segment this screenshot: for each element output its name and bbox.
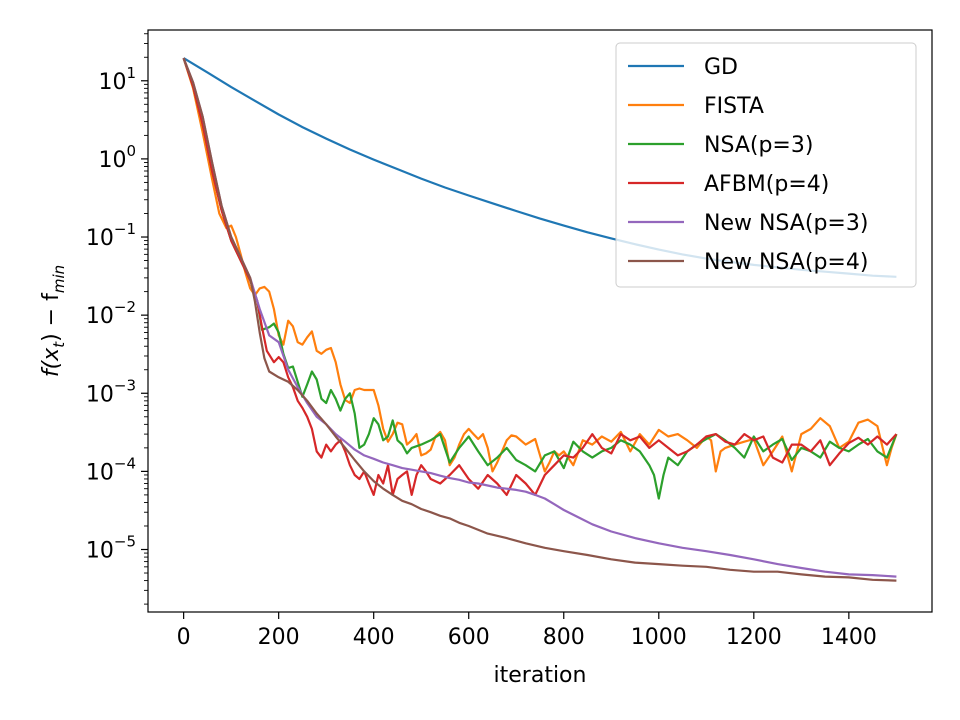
- y-label-sub-t: t: [50, 341, 68, 348]
- x-tick-label: 600: [448, 625, 490, 650]
- x-axis: 0 200 400 600 800 1000 1200 1400: [177, 612, 877, 650]
- y-tick-base: 10: [98, 148, 126, 173]
- legend: GD FISTA NSA(p=3) AFBM(p=4) New NSA(p=3) New …: [615, 42, 917, 288]
- series-line-new-nsa-p-4: [182, 57, 897, 582]
- y-label-main: f(x: [39, 347, 64, 377]
- y-tick-exponent: −1: [114, 220, 136, 238]
- y-tick-base: 10: [86, 460, 114, 485]
- y-tick-base: 10: [86, 382, 114, 407]
- legend-label-nsa-p-3: NSA(p=3): [704, 133, 813, 158]
- x-tick-label: 1400: [821, 625, 877, 650]
- legend-label-new-nsa-p-3: New NSA(p=3): [704, 211, 868, 236]
- series-layer: [182, 57, 898, 582]
- y-tick-label: 10−4: [86, 454, 136, 485]
- y-tick-exponent: 1: [126, 64, 136, 82]
- x-tick-label: 400: [353, 625, 395, 650]
- plot-frame: [147, 29, 933, 613]
- series-line-new-nsa-p-3: [182, 57, 897, 578]
- legend-box: [615, 42, 917, 288]
- x-tick-label: 1000: [631, 625, 687, 650]
- y-tick-label: 101: [98, 64, 136, 95]
- legend-label-gd: GD: [704, 55, 738, 80]
- y-label-sub-min: min: [50, 265, 68, 293]
- x-tick-label: 0: [177, 625, 191, 650]
- y-axis-label: f(xt) − fmin: [39, 265, 68, 377]
- y-tick-base: 10: [98, 70, 126, 95]
- y-tick-label: 10−2: [86, 298, 136, 329]
- y-tick-exponent: −3: [114, 376, 136, 394]
- x-tick-label: 800: [543, 625, 585, 650]
- y-tick-label: 10−5: [86, 533, 136, 564]
- y-tick-base: 10: [86, 304, 114, 329]
- y-tick-label: 10−3: [86, 376, 136, 407]
- y-tick-label: 100: [98, 142, 136, 173]
- y-tick-exponent: −2: [114, 298, 136, 316]
- y-tick-exponent: −4: [114, 454, 136, 472]
- y-tick-label: 10−1: [86, 220, 136, 251]
- legend-label-afbm-p-4: AFBM(p=4): [704, 172, 829, 197]
- y-tick-exponent: 0: [126, 142, 136, 160]
- x-tick-label: 200: [258, 625, 300, 650]
- legend-label-new-nsa-p-4: New NSA(p=4): [704, 250, 868, 275]
- x-axis-label: iteration: [494, 663, 587, 688]
- legend-label-fista: FISTA: [704, 94, 764, 119]
- y-tick-base: 10: [86, 226, 114, 251]
- series-line-afbm-p-4: [182, 57, 898, 496]
- y-tick-exponent: −5: [114, 533, 136, 551]
- series-line-nsa-p-3: [182, 57, 898, 500]
- y-label-mid: ) − f: [39, 292, 64, 342]
- y-tick-base: 10: [86, 539, 114, 564]
- series-line-fista: [182, 57, 898, 473]
- x-tick-label: 1200: [726, 625, 782, 650]
